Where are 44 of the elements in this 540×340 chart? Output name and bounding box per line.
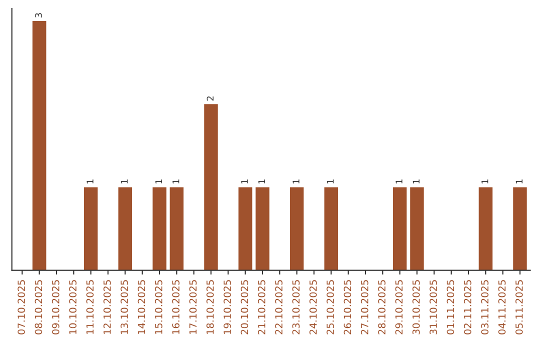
data-label: 1 bbox=[155, 180, 162, 184]
x-tick-label: 29.10.2025 bbox=[395, 280, 403, 334]
data-label: 2 bbox=[206, 96, 214, 101]
x-tick-label: 01.11.2025 bbox=[446, 280, 454, 334]
x-tick-label: 30.10.2025 bbox=[412, 280, 420, 334]
data-label: 3 bbox=[35, 13, 42, 18]
data-label: 1 bbox=[292, 180, 300, 184]
x-tick-label: 25.10.2025 bbox=[326, 280, 334, 334]
data-label: 1 bbox=[412, 180, 420, 184]
x-tick-label: 02.11.2025 bbox=[464, 280, 472, 334]
x-tick-label: 23.10.2025 bbox=[292, 280, 300, 334]
x-tick-label: 10.10.2025 bbox=[69, 280, 76, 334]
x-tick-label: 26.10.2025 bbox=[344, 280, 352, 334]
data-label: 1 bbox=[516, 180, 522, 184]
x-tick-label: 18.10.2025 bbox=[206, 280, 214, 334]
x-tick-label: 05.11.2025 bbox=[515, 280, 523, 334]
x-tick-label: 28.10.2025 bbox=[378, 280, 386, 334]
data-label: 1 bbox=[241, 180, 248, 184]
x-tick-label: 21.10.2025 bbox=[258, 280, 266, 334]
x-tick-label: 17.10.2025 bbox=[189, 280, 197, 334]
x-tick-label: 11.10.2025 bbox=[86, 280, 94, 334]
x-tick-label: 19.10.2025 bbox=[224, 280, 231, 334]
x-tick-label: 20.10.2025 bbox=[240, 280, 248, 334]
data-label: 1 bbox=[86, 180, 94, 184]
data-label: 1 bbox=[327, 180, 334, 184]
x-tick-label: 13.10.2025 bbox=[120, 280, 128, 334]
x-tick-label: 03.11.2025 bbox=[481, 280, 488, 334]
data-label: 1 bbox=[396, 180, 402, 184]
x-tick-label: 27.10.2025 bbox=[360, 280, 368, 334]
x-tick-label: 15.10.2025 bbox=[154, 280, 162, 334]
data-label: 1 bbox=[482, 180, 488, 184]
x-tick-label: 31.10.2025 bbox=[430, 280, 437, 334]
x-tick-label: 12.10.2025 bbox=[103, 280, 111, 334]
data-label: 1 bbox=[258, 180, 265, 184]
x-tick-label: 14.10.2025 bbox=[138, 280, 146, 334]
x-tick-label: 24.10.2025 bbox=[309, 280, 317, 334]
x-tick-label: 07.10.2025 bbox=[18, 280, 25, 334]
x-tick-label: 04.11.2025 bbox=[498, 280, 506, 334]
x-tick-label: 22.10.2025 bbox=[275, 280, 282, 334]
x-tick-label: 16.10.2025 bbox=[172, 280, 180, 334]
x-tick-label: 08.10.2025 bbox=[34, 280, 42, 334]
data-label: 1 bbox=[121, 180, 128, 184]
data-label: 1 bbox=[172, 180, 180, 184]
x-tick-label: 09.10.2025 bbox=[52, 280, 60, 334]
